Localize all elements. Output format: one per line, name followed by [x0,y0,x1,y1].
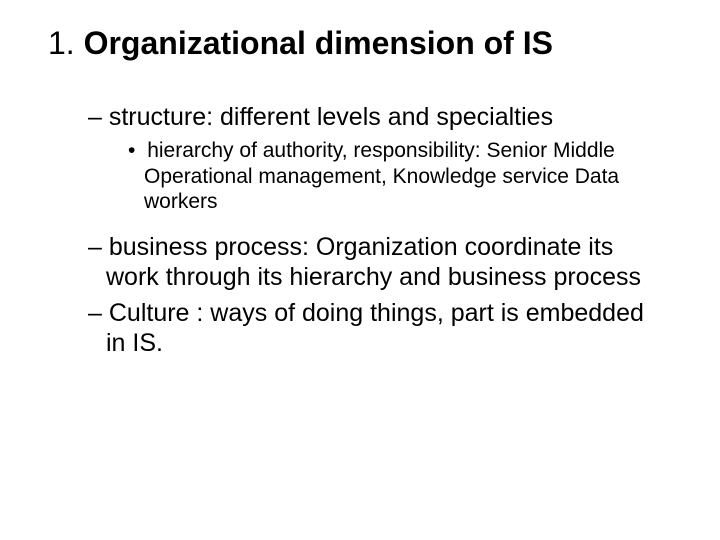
title-number: 1. [48,25,84,61]
title-text: Organizational dimension of IS [84,25,553,61]
bullet-level2: • hierarchy of authority, responsibility… [88,138,656,214]
bullet-text: business process: Organization coordinat… [106,233,641,291]
bullet-text: Culture : ways of doing things, part is … [106,299,644,357]
bullet-level1: – structure: different levels and specia… [88,102,656,132]
dash-icon: – [88,233,109,261]
dash-icon: – [88,103,109,131]
slide-body: – structure: different levels and specia… [88,102,656,358]
slide: 1. Organizational dimension of IS – stru… [0,0,720,540]
bullet-level1: – Culture : ways of doing things, part i… [88,298,656,358]
bullet-text: structure: different levels and specialt… [109,103,553,131]
slide-title: 1. Organizational dimension of IS [48,24,680,62]
bullet-text: hierarchy of authority, responsibility: … [144,139,619,212]
bullet-level1: – business process: Organization coordin… [88,232,656,292]
bullet-icon: • [128,139,147,162]
dash-icon: – [88,299,109,327]
